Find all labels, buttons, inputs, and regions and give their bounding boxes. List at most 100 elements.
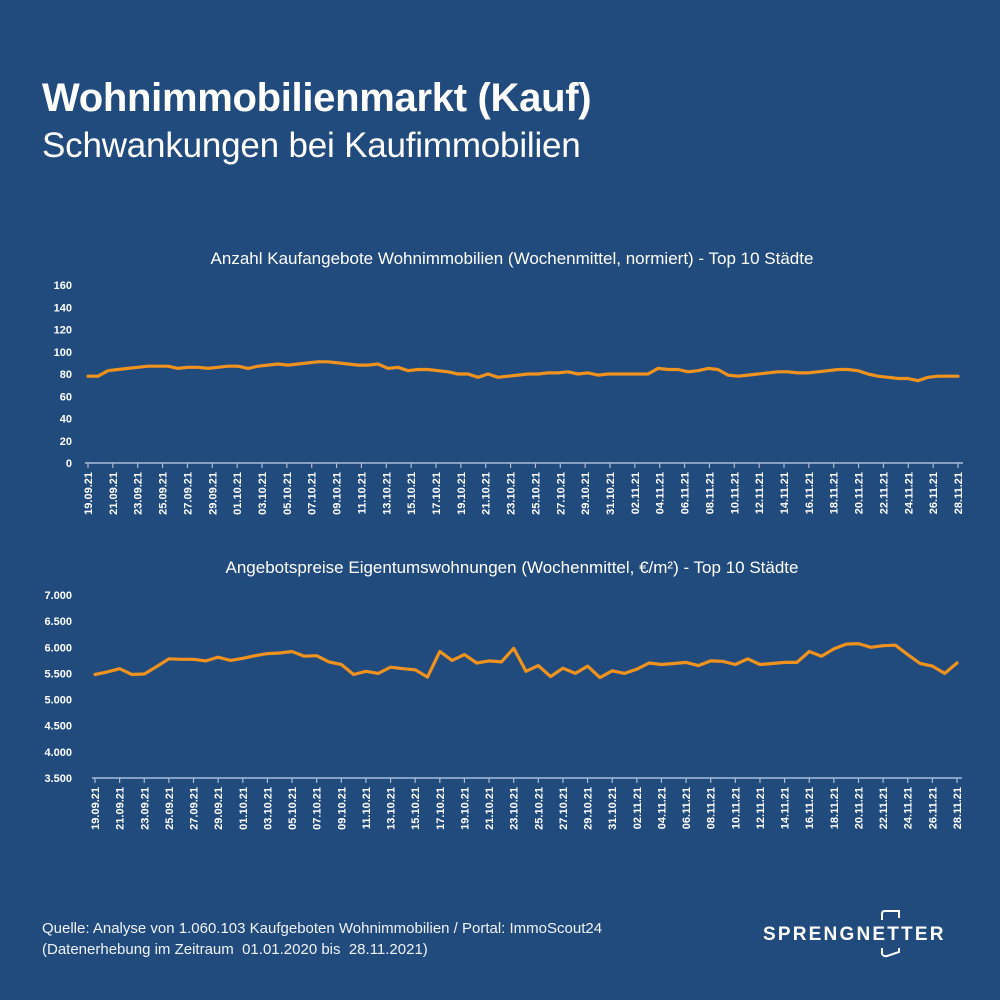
page-title: Wohnimmobilienmarkt (Kauf) [42,76,592,120]
y-tick-label: 3.500 [44,773,72,785]
x-tick-label: 12.11.21 [754,472,766,514]
x-tick-label: 29.10.21 [583,787,595,830]
y-tick-label: 6.500 [44,616,72,628]
x-tick-label: 19.10.21 [456,472,468,515]
x-tick-label: 28.11.21 [953,472,965,514]
x-tick-label: 25.10.21 [530,472,542,515]
period-line: (Datenerhebung im Zeitraum 01.01.2020 bi… [42,941,428,958]
y-tick-label: 60 [60,391,72,403]
x-tick-label: 09.10.21 [332,472,344,515]
series-line [93,641,959,680]
x-tick-label: 14.11.21 [779,472,791,514]
x-tick-label: 22.11.21 [878,787,890,829]
x-tick-label: 04.11.21 [656,787,668,829]
chart-prices: 3.500 4.000 4.500 5.000 5.500 6.000 6.500 7.000… [44,590,964,830]
x-tick-label: 22.11.21 [878,472,890,514]
x-tick-label: 18.11.21 [829,472,841,514]
x-tick-label: 17.10.21 [435,787,447,830]
y-tick-label: 5.500 [44,668,72,680]
x-tick-label: 08.11.21 [704,472,716,514]
x-tick-label: 10.11.21 [729,472,741,514]
y-tick-label: 4.000 [44,747,72,759]
x-tick-label: 27.09.21 [182,472,194,515]
x-tick-label: 05.10.21 [287,787,299,830]
y-tick-label: 20 [60,436,72,448]
x-tick-label: 05.10.21 [282,472,294,515]
x-tick-label: 26.11.21 [927,787,939,829]
x-tick-label: 21.09.21 [115,787,127,830]
x-tick-label: 02.11.21 [632,787,644,829]
x-tick-label: 27.09.21 [189,787,201,830]
x-tick-label: 13.10.21 [381,472,393,515]
page-subtitle: Schwankungen bei Kaufimmobilien [42,126,581,165]
chart-title-listings: Anzahl Kaufangebote Wohnimmobilien (Woch… [210,249,814,268]
x-tick-label: 29.10.21 [580,472,592,515]
x-tick-label: 15.10.21 [406,472,418,515]
x-tick-label: 14.11.21 [780,787,792,829]
x-tick-label: 11.10.21 [356,472,368,514]
x-tick-label: 25.10.21 [533,787,545,830]
x-tick-label: 09.10.21 [336,787,348,830]
x-tick-label: 07.10.21 [312,787,324,830]
source-note: Quelle: Analyse von 1.060.103 Kaufgebote… [42,918,602,960]
y-tick-label: 80 [60,369,72,381]
y-tick-label: 0 [66,458,72,470]
x-tick-label: 01.10.21 [232,472,244,515]
x-tick-label: 20.11.21 [853,787,865,829]
x-tick-label: 19.09.21 [90,787,102,830]
x-tick-label: 21.10.21 [484,787,496,830]
x-tick-label: 29.09.21 [213,787,225,830]
y-tick-label: 4.500 [44,721,72,733]
x-tick-label: 25.09.21 [158,472,170,515]
x-tick-label: 25.09.21 [164,787,176,830]
y-tick-label: 160 [54,280,72,292]
x-tick-label: 02.11.21 [630,472,642,514]
x-tick-label: 15.10.21 [410,787,422,830]
x-tick-label: 23.10.21 [509,787,521,830]
x-tick-label: 23.09.21 [133,472,145,515]
y-tick-label: 140 [54,302,72,314]
x-tick-label: 31.10.21 [605,472,617,515]
x-tick-label: 04.11.21 [655,472,667,514]
x-tick-label: 19.09.21 [83,472,95,515]
chart-title-prices: Angebotspreise Eigentumswohnungen (Woche… [225,558,799,577]
sprengnetter-logo: SPRENGNETTER [763,910,953,960]
x-tick-label: 16.11.21 [804,472,816,514]
x-tick-label: 18.11.21 [829,787,841,829]
x-tick-label: 24.11.21 [903,472,915,514]
x-tick-label: 26.11.21 [928,472,940,514]
x-tick-label: 07.10.21 [307,472,319,515]
y-tick-label: 40 [60,414,72,426]
source-line: Quelle: Analyse von 1.060.103 Kaufgebote… [42,920,603,937]
y-tick-label: 6.000 [44,642,72,654]
x-tick-label: 17.10.21 [431,472,443,515]
x-tick-label: 29.09.21 [207,472,219,515]
x-tick-label: 13.10.21 [386,787,398,830]
x-tick-label: 03.10.21 [257,472,269,515]
x-tick-label: 12.11.21 [755,787,767,829]
y-tick-label: 100 [54,347,72,359]
logo-bracket-icon [881,910,900,958]
x-tick-label: 23.09.21 [139,787,151,830]
x-tick-label: 27.10.21 [555,472,567,515]
logo-text: SPRENGNETTER [763,924,946,945]
chart-listings: 0 20 40 60 80 100 120 140 160 19.09.21 21.09.21 23.… [54,280,965,515]
x-tick-label: 28.11.21 [952,787,964,829]
x-tick-label: 16.11.21 [804,787,816,829]
x-tick-label: 06.11.21 [681,787,693,829]
x-tick-label: 24.11.21 [903,787,915,829]
y-tick-label: 5.000 [44,695,72,707]
x-tick-label: 06.11.21 [680,472,692,514]
x-tick-label: 31.10.21 [607,787,619,830]
x-tick-label: 27.10.21 [558,787,570,830]
x-tick-label: 20.11.21 [854,472,866,514]
x-tick-label: 01.10.21 [238,787,250,830]
y-tick-label: 120 [54,325,72,337]
x-tick-label: 03.10.21 [262,787,274,830]
x-tick-label: 21.09.21 [108,472,120,515]
x-tick-label: 10.11.21 [730,787,742,829]
x-tick-label: 23.10.21 [506,472,518,515]
x-tick-label: 19.10.21 [459,787,471,830]
series-line [86,360,960,383]
y-tick-label: 7.000 [44,590,72,602]
